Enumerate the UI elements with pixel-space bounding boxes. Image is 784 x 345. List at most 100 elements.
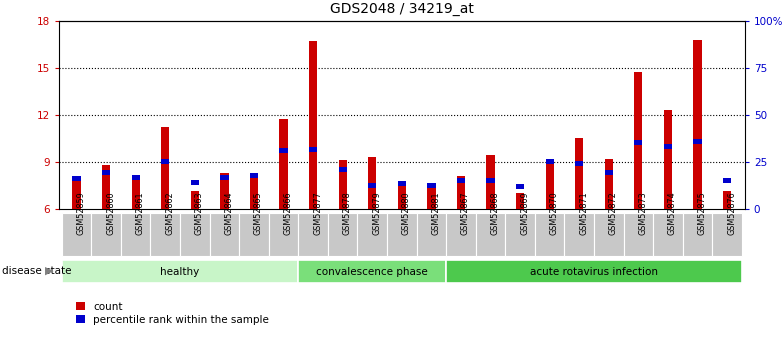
Text: acute rotavirus infection: acute rotavirus infection	[530, 267, 658, 277]
Text: GSM52866: GSM52866	[284, 191, 292, 235]
Text: GSM52868: GSM52868	[491, 191, 499, 235]
Bar	[309, 41, 318, 209]
Bar	[516, 184, 524, 189]
Text: GSM52860: GSM52860	[106, 191, 115, 235]
Bar	[191, 191, 199, 209]
Bar	[151, 213, 180, 256]
Bar	[368, 183, 376, 188]
Text: GSM52861: GSM52861	[136, 191, 145, 235]
Bar	[298, 260, 446, 283]
Bar	[486, 178, 495, 183]
Bar	[132, 175, 140, 180]
Bar	[506, 213, 535, 256]
Bar	[132, 176, 140, 209]
Text: GSM52876: GSM52876	[727, 191, 736, 235]
Text: convalescence phase: convalescence phase	[317, 267, 428, 277]
Bar	[664, 110, 672, 209]
Bar	[191, 180, 199, 185]
Text: GSM52862: GSM52862	[165, 191, 174, 235]
Bar	[339, 160, 347, 209]
Bar	[328, 213, 358, 256]
Bar	[180, 213, 209, 256]
Bar	[62, 213, 91, 256]
Text: GSM52875: GSM52875	[698, 191, 706, 235]
Bar	[604, 170, 613, 175]
Bar	[220, 175, 228, 180]
Bar	[546, 160, 554, 209]
Bar	[397, 184, 406, 209]
Text: GDS2048 / 34219_at: GDS2048 / 34219_at	[330, 2, 474, 16]
Text: GSM52880: GSM52880	[401, 191, 411, 235]
Bar	[62, 260, 298, 283]
Text: GSM52873: GSM52873	[638, 191, 648, 235]
Bar	[250, 173, 258, 178]
Bar	[446, 213, 476, 256]
Bar	[250, 176, 258, 209]
Bar	[457, 176, 465, 209]
Text: healthy: healthy	[161, 267, 200, 277]
Bar	[269, 213, 298, 256]
Text: GSM52867: GSM52867	[461, 191, 470, 235]
Text: GSM52874: GSM52874	[668, 191, 677, 235]
Bar	[72, 176, 81, 181]
Bar	[279, 119, 288, 209]
Text: GSM52872: GSM52872	[609, 191, 618, 235]
Bar	[368, 157, 376, 209]
Bar	[102, 170, 111, 175]
Text: GSM52879: GSM52879	[372, 191, 381, 235]
Bar	[604, 159, 613, 209]
Bar	[516, 193, 524, 209]
Bar	[102, 165, 111, 209]
Bar	[161, 127, 169, 209]
Bar	[121, 213, 151, 256]
Text: GSM52865: GSM52865	[254, 191, 263, 235]
Bar	[457, 178, 465, 183]
Bar	[72, 180, 81, 209]
Bar	[723, 191, 731, 209]
Bar	[594, 213, 623, 256]
Bar	[664, 144, 672, 149]
Bar	[427, 184, 435, 209]
Bar	[427, 183, 435, 188]
Bar	[693, 139, 702, 144]
Text: GSM52864: GSM52864	[224, 191, 234, 235]
Bar	[486, 156, 495, 209]
Bar	[220, 173, 228, 209]
Text: GSM52878: GSM52878	[343, 191, 352, 235]
Bar	[653, 213, 683, 256]
Text: GSM52877: GSM52877	[313, 191, 322, 235]
Bar	[693, 40, 702, 209]
Text: GSM52869: GSM52869	[520, 191, 529, 235]
Text: ▶: ▶	[45, 266, 53, 276]
Bar	[309, 147, 318, 152]
Text: GSM52863: GSM52863	[194, 191, 204, 235]
Bar	[535, 213, 564, 256]
Bar	[634, 140, 643, 146]
Bar	[564, 213, 594, 256]
Bar	[239, 213, 269, 256]
Bar	[209, 213, 239, 256]
Bar	[339, 167, 347, 172]
Bar	[446, 260, 742, 283]
Bar	[723, 178, 731, 183]
Bar	[634, 72, 643, 209]
Text: GSM52870: GSM52870	[550, 191, 559, 235]
Bar	[476, 213, 506, 256]
Bar	[397, 181, 406, 186]
Legend: count, percentile rank within the sample: count, percentile rank within the sample	[76, 302, 270, 325]
Bar	[623, 213, 653, 256]
Bar	[575, 161, 583, 166]
Bar	[91, 213, 121, 256]
Bar	[546, 159, 554, 164]
Bar	[713, 213, 742, 256]
Text: GSM52871: GSM52871	[579, 191, 588, 235]
Bar	[161, 159, 169, 164]
Text: disease state: disease state	[2, 266, 71, 276]
Bar	[575, 138, 583, 209]
Bar	[387, 213, 416, 256]
Bar	[416, 213, 446, 256]
Bar	[298, 213, 328, 256]
Text: GSM52859: GSM52859	[77, 191, 85, 235]
Bar	[683, 213, 713, 256]
Bar	[279, 148, 288, 153]
